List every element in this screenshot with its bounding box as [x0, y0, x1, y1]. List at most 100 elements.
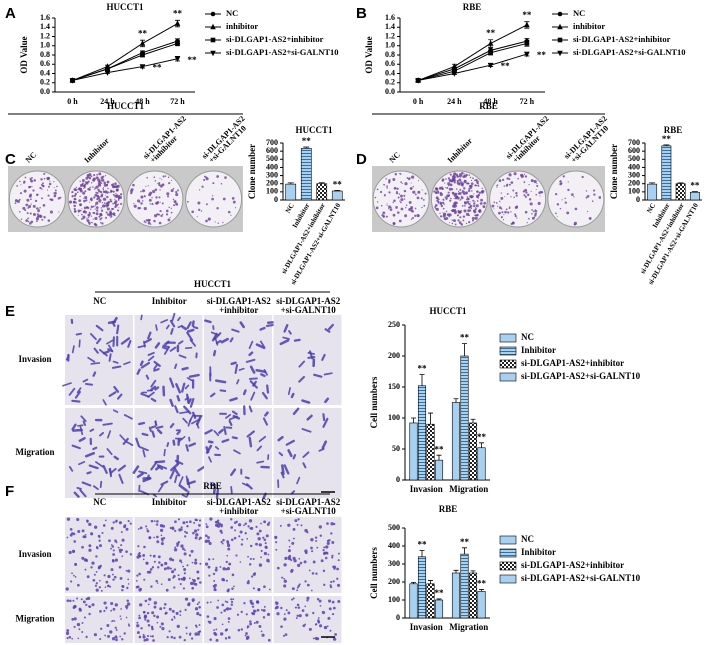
cell [215, 638, 219, 642]
colony [454, 206, 456, 209]
cell [184, 608, 187, 611]
cell [135, 437, 140, 448]
colony [396, 211, 400, 214]
cell [269, 588, 271, 591]
colony [457, 190, 460, 192]
cell [151, 627, 154, 631]
cell [150, 519, 154, 523]
colony [173, 204, 176, 207]
cell [184, 530, 187, 533]
colony [472, 204, 476, 208]
colony [97, 195, 99, 197]
cell [243, 602, 246, 605]
cell [136, 631, 140, 635]
cell [328, 539, 331, 542]
colony [476, 200, 479, 202]
cell [182, 565, 184, 568]
column-label: NC [93, 497, 106, 507]
cell [85, 635, 88, 639]
cell [174, 546, 177, 549]
marker [105, 66, 110, 72]
cell [174, 529, 177, 533]
cell [86, 596, 91, 601]
colony [396, 187, 399, 190]
cell [182, 587, 186, 590]
cell [256, 445, 263, 452]
cell [93, 525, 98, 529]
cell [164, 561, 168, 566]
colony [117, 199, 120, 201]
cell [174, 520, 177, 524]
cell [136, 555, 140, 559]
y-tick-label: 0 [636, 195, 640, 204]
cell [298, 375, 305, 383]
legend-marker [210, 23, 216, 30]
cell [183, 638, 186, 642]
colony [476, 182, 479, 184]
cell [74, 575, 77, 578]
cell [265, 534, 269, 538]
colony [554, 192, 558, 196]
cell [231, 436, 238, 440]
colony [53, 194, 57, 198]
colony [436, 197, 438, 199]
cell [226, 601, 229, 604]
y-tick-label: 0 [274, 195, 278, 204]
cell [81, 545, 84, 549]
colony [133, 202, 135, 205]
cell [275, 601, 278, 604]
colony [379, 190, 383, 194]
cell [301, 609, 305, 612]
cell [160, 319, 169, 324]
cell [262, 417, 269, 426]
colony [396, 190, 398, 193]
cell [72, 599, 75, 602]
cell [212, 572, 216, 576]
colony [388, 191, 391, 194]
colony [78, 187, 81, 190]
colony [89, 201, 91, 203]
colony [472, 177, 474, 180]
cell [232, 414, 241, 420]
colony [224, 176, 227, 179]
colony [102, 186, 105, 189]
colony [175, 200, 177, 202]
cell [81, 481, 92, 487]
colony [412, 216, 415, 219]
significance: ** [435, 588, 445, 598]
cell [153, 601, 158, 605]
colony [22, 206, 26, 210]
cell [184, 384, 190, 390]
cell [186, 377, 193, 382]
legend-label: si-DLGAP1-AS2+inhibitor [226, 34, 324, 44]
cell [199, 581, 202, 584]
cell [215, 628, 218, 631]
colony [56, 185, 58, 188]
cell [330, 580, 333, 584]
cell [317, 617, 320, 619]
colony [461, 189, 464, 192]
cell [136, 574, 139, 577]
cell [245, 358, 256, 363]
cell [255, 525, 258, 528]
colony [115, 188, 119, 192]
colony [84, 196, 88, 200]
cell [185, 475, 189, 485]
colony [513, 196, 515, 199]
bar [285, 183, 297, 201]
cell [287, 556, 290, 559]
cell [185, 444, 189, 452]
cell [111, 365, 122, 369]
marker [524, 21, 530, 28]
colony [401, 182, 403, 185]
legend-label: NC [573, 8, 585, 18]
cell [186, 525, 189, 528]
column-label: +si-GALNT10 [281, 506, 337, 516]
cell [192, 326, 199, 330]
colony [474, 216, 478, 220]
cell [323, 625, 328, 630]
y-tick-label: 0.6 [385, 59, 395, 68]
cell [188, 373, 200, 378]
colony [106, 201, 109, 204]
cell [252, 587, 255, 590]
